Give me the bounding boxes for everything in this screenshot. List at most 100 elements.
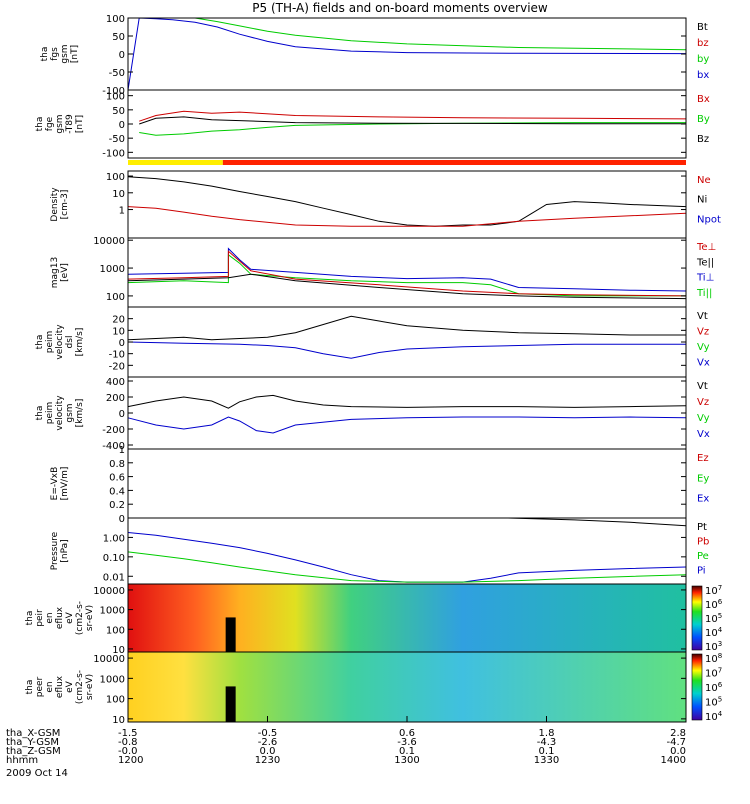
legend-entry: Vx: [697, 429, 710, 440]
colorbar-tick-label: 105: [705, 612, 722, 625]
y-axis-label: mag13: [50, 257, 60, 288]
series-Vt-line: [127, 315, 686, 341]
y-axis-label: dsl: [65, 336, 75, 349]
y-tick-label: 0: [119, 409, 125, 420]
x-tick-label: -2.6: [258, 737, 278, 748]
y-tick-label: 10000: [93, 236, 125, 247]
legend-entry: By: [697, 114, 710, 125]
legend-entry: Vx: [697, 358, 710, 369]
data-gap: [225, 617, 236, 652]
y-axis-label: en: [45, 681, 55, 692]
y-axis-label: eflux: [55, 606, 65, 629]
panel-7: 1 0.8 0.6 0.4 0.2 0 E=-VxB [mV/m] Ez Ey Ex: [50, 445, 709, 525]
series-Vx-line: [127, 416, 687, 434]
x-tick-label: 0.1: [399, 746, 415, 757]
y-tick-label: 0.2: [109, 500, 125, 511]
x-tick-label: 0.0: [260, 746, 276, 757]
y-axis-label: tha: [25, 611, 35, 626]
series-Te-line: [127, 250, 687, 297]
y-axis-label: tha: [35, 406, 45, 421]
legend-entry: Pt: [697, 522, 707, 533]
series-Ni-line: [127, 176, 687, 227]
legend-entry: Vy: [697, 413, 710, 424]
panel-frame: [127, 306, 687, 378]
colorbar-tick-label: 104: [705, 710, 723, 723]
y-tick-label: 10: [112, 715, 125, 726]
x-tick-label: 0.6: [399, 728, 415, 739]
y-tick-label: 1: [119, 445, 125, 456]
x-tick-label: 1230: [255, 755, 280, 766]
x-tick-label: 1.8: [539, 728, 555, 739]
y-tick-label: -10: [109, 350, 125, 361]
series-Vx-line: [127, 341, 686, 359]
y-tick-label: 0.4: [109, 486, 125, 497]
x-tick-label: 1200: [118, 755, 143, 766]
y-tick-label: 100: [106, 625, 125, 636]
legend-entry: Ex: [697, 494, 709, 505]
y-axis-label: tha: [25, 680, 35, 695]
x-tick-label: 0.1: [539, 746, 555, 757]
y-axis-label: fgs: [50, 47, 60, 61]
legend-entry: Vt: [697, 381, 708, 392]
y-tick-label: 100: [106, 292, 125, 303]
data-gap: [225, 686, 236, 722]
x-tick-label: -4.7: [666, 737, 686, 748]
date-label: 2009 Oct 14: [6, 768, 68, 779]
y-tick-label: 0: [119, 514, 125, 525]
series-Te-line: [127, 273, 687, 300]
y-axis-label: [nT]: [75, 115, 85, 133]
y-tick-label: 100: [106, 92, 125, 103]
y-axis-label: fge: [45, 116, 55, 131]
legend-entry: Ne: [697, 175, 711, 186]
y-tick-label: 50: [112, 32, 125, 43]
legend-entry: Bx: [697, 94, 710, 105]
y-axis-label: peer: [35, 676, 45, 697]
series-Bz-line: [139, 116, 686, 125]
y-axis-label: (cm2-s-: [75, 601, 85, 635]
y-axis-label: [nPa]: [60, 539, 70, 562]
y-tick-label: 1000: [100, 264, 125, 275]
y-tick-label: 100: [106, 14, 125, 25]
y-axis-label: tha: [35, 335, 45, 350]
status-segment: [128, 160, 223, 165]
legend-entry: Ni: [697, 195, 707, 206]
colorbar-tick-label: 106: [705, 598, 723, 611]
y-tick-label: -50: [109, 134, 125, 145]
legend-entry: bx: [697, 70, 709, 81]
y-axis-label: [km/s]: [75, 399, 85, 428]
x-row-label: tha_Y-GSM: [6, 737, 59, 748]
y-axis-label: velocity: [55, 395, 65, 431]
y-axis-label: sr-eV): [85, 605, 95, 631]
y-axis-label: E=-VxB: [50, 467, 60, 501]
spectrogram-image: [128, 652, 686, 722]
y-tick-label: 1000: [100, 606, 125, 617]
series-Pt-line: [507, 517, 687, 527]
y-tick-label: 10: [112, 645, 125, 656]
legend-entry: Vz: [697, 327, 709, 338]
colorbar-tick-label: 107: [705, 667, 722, 680]
series-by-line: [194, 17, 687, 51]
panel-2: 100 50 0 -50 -100 tha fge gsm -T89 [nT] Bx By Bz: [35, 89, 710, 159]
y-tick-label: 0.8: [109, 459, 125, 470]
colorbar-tick-label: 105: [705, 696, 722, 709]
legend-entry: Ti||: [696, 288, 712, 299]
y-axis-label: velocity: [55, 324, 65, 360]
x-tick-label: -3.6: [397, 737, 417, 748]
series-Vt-line: [127, 394, 687, 409]
y-tick-label: -400: [102, 441, 125, 452]
y-tick-label: -50: [109, 68, 125, 79]
y-axis-label: [cm-3]: [60, 190, 70, 220]
y-axis-label: (cm2-s-: [75, 670, 85, 704]
y-tick-label: 0.6: [109, 473, 125, 484]
x-tick-label: 2.8: [670, 728, 686, 739]
legend-entry: bz: [697, 38, 709, 49]
legend-entry: Bt: [697, 22, 708, 33]
y-tick-label: -20: [109, 361, 125, 372]
legend-entry: Bz: [697, 134, 709, 145]
y-tick-label: 10000: [93, 654, 125, 665]
colorbar-tick-label: 106: [705, 681, 723, 694]
y-axis-label: Density: [50, 187, 60, 222]
